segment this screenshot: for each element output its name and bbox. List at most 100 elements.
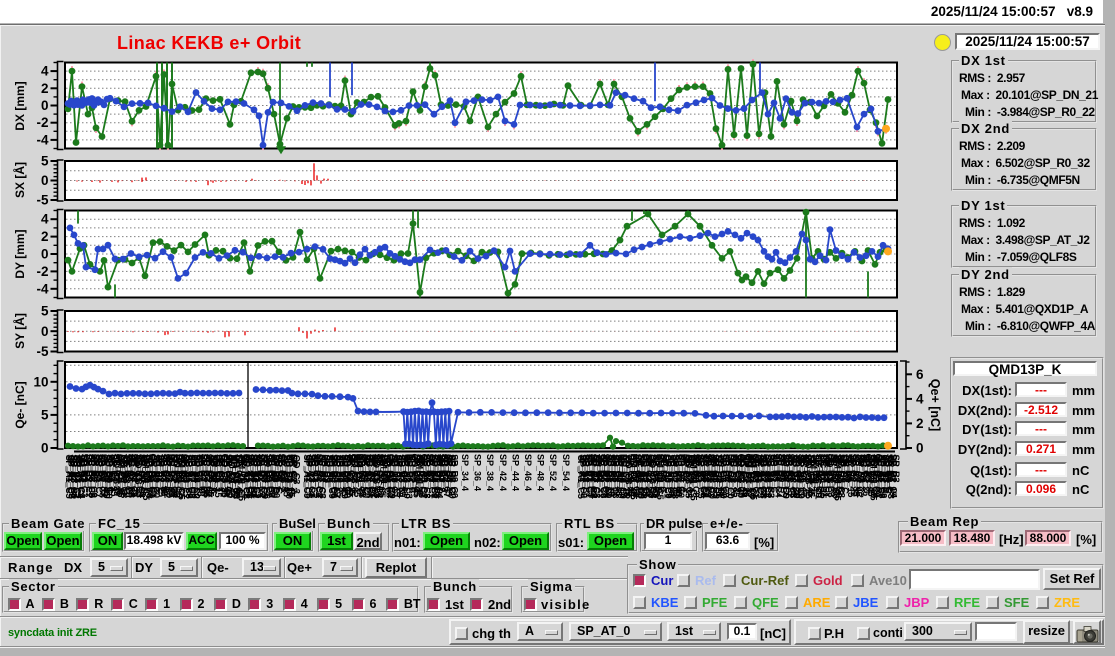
svg-text:SP_A1_C5: SP_A1_C5 [575, 455, 586, 500]
svg-text:SP_C4_45: SP_C4_45 [805, 455, 816, 498]
svg-text:SP_B4_C6: SP_B4_C6 [328, 455, 339, 499]
svg-text:SP_C1_15: SP_C1_15 [605, 454, 616, 497]
svg-text:SP_C2_25: SP_C2_25 [156, 455, 167, 498]
svg-text:SP_C2_25: SP_C2_25 [668, 455, 679, 498]
svg-text:SP_B2_C4: SP_B2_C4 [374, 454, 385, 499]
svg-text:SP_A4_C: SP_A4_C [676, 454, 687, 493]
svg-text:SP_C4_45: SP_C4_45 [853, 454, 864, 497]
svg-text:SP_A1_C: SP_A1_C [64, 454, 75, 493]
svg-text:SP_D2_C8: SP_D2_C8 [835, 454, 846, 498]
svg-text:SP_C3_35: SP_C3_35 [850, 454, 861, 497]
svg-text:SP_C2_: SP_C2_ [821, 455, 832, 489]
svg-text:SP_B3: SP_B3 [890, 455, 901, 483]
svg-text:SP_A2_C8: SP_A2_C8 [68, 454, 79, 498]
svg-text:SP_D2_C8: SP_D2_C8 [230, 455, 241, 499]
svg-text:QF_A3_C: QF_A3_C [121, 455, 132, 495]
svg-text:DC_C1_15: DC_C1_15 [212, 454, 223, 498]
svg-text:SP_A4_C2: SP_A4_C2 [369, 455, 380, 499]
svg-text:SP_C4_45: SP_C4_45 [101, 455, 112, 498]
svg-text:SP_B1_C3: SP_B1_C3 [765, 454, 776, 498]
svg-text:SP_B1_C3: SP_B1_C3 [79, 454, 90, 498]
svg-text:QF_A3_C1: QF_A3_C1 [419, 454, 430, 499]
svg-text:SP_B7_C9: SP_B7_C9 [338, 455, 349, 499]
svg-text:SP_A3_C1: SP_A3_C1 [640, 454, 651, 499]
svg-text:SP_C2_25: SP_C2_25 [848, 454, 859, 497]
svg-text:SP_B5_: SP_B5_ [381, 454, 392, 488]
svg-text:DC_C1_15: DC_C1_15 [126, 454, 137, 498]
svg-text:6: 6 [916, 367, 924, 382]
svg-text:SP_42_4: SP_42_4 [498, 454, 508, 491]
svg-text:SP_A3_: SP_A3_ [310, 454, 321, 488]
svg-text:SP_D2: SP_D2 [658, 454, 669, 482]
svg-text:SP_B7_C9: SP_B7_C9 [600, 454, 611, 498]
svg-text:SP_B5: SP_B5 [872, 454, 883, 483]
svg-text:SP_A4_C2: SP_A4_C2 [191, 455, 202, 499]
svg-text:SP_D2_C: SP_D2_C [382, 455, 393, 494]
svg-text:SP_B6_C8: SP_B6_C8 [384, 454, 395, 498]
svg-text:SP_B8_C0: SP_B8_C0 [603, 454, 614, 498]
svg-text:SP_B1_C3: SP_B1_C3 [252, 454, 263, 498]
svg-text:QF_A3_: QF_A3_ [181, 454, 192, 488]
svg-text:SP_C3_35: SP_C3_35 [201, 454, 212, 497]
svg-text:SP_B4: SP_B4 [593, 455, 604, 484]
svg-text:SP_44_4: SP_44_4 [510, 454, 520, 491]
svg-text:SP_C4_45: SP_C4_45 [625, 454, 636, 497]
svg-text:SP_B1_C: SP_B1_C [165, 454, 176, 493]
svg-text:SP_B1_C3: SP_B1_C3 [705, 454, 716, 498]
svg-text:SP_C2_25: SP_C2_25 [728, 455, 739, 498]
svg-text:DC_C1: DC_C1 [858, 454, 869, 484]
svg-text:DC_C1_15: DC_C1_15 [226, 455, 237, 499]
svg-text:SP_A2_: SP_A2_ [304, 455, 315, 489]
svg-text:SP_A4_: SP_A4_ [400, 454, 411, 488]
svg-text:SP_C4_45: SP_C4_45 [443, 454, 454, 497]
svg-text:SP_A3_C1: SP_A3_C1 [366, 454, 377, 499]
svg-text:SP_B7_C9: SP_B7_C9 [702, 454, 713, 498]
svg-text:SP_C3_35: SP_C3_35 [115, 455, 126, 498]
svg-text:SP_B8_C0: SP_B8_C0 [813, 454, 824, 498]
svg-text:SP_C4_45: SP_C4_45 [613, 454, 624, 497]
svg-text:SP_C1_: SP_C1_ [725, 454, 736, 488]
svg-text:SP_B7: SP_B7 [660, 455, 671, 483]
svg-text:SP_C2_25: SP_C2_25 [788, 455, 799, 498]
svg-text:SP_C4_45: SP_C4_45 [351, 455, 362, 498]
svg-text:SP_C2: SP_C2 [620, 455, 631, 483]
svg-text:SP_B6_C8: SP_B6_C8 [787, 454, 798, 498]
svg-text:4: 4 [41, 212, 49, 227]
svg-text:SP_B6_C: SP_B6_C [778, 454, 789, 493]
svg-text:SP_A2_C8: SP_A2_C8 [241, 455, 252, 499]
svg-text:5: 5 [41, 407, 49, 422]
svg-text:SP_B4: SP_B4 [319, 454, 330, 483]
svg-text:DC_C1_1: DC_C1_1 [678, 454, 689, 493]
svg-text:SP_C3_3: SP_C3_3 [336, 455, 347, 492]
svg-text:0: 0 [41, 247, 49, 262]
svg-text:SP_B1_C3: SP_B1_C3 [591, 454, 602, 498]
svg-text:BM_D1_: BM_D1_ [808, 455, 819, 491]
svg-text:SP_B6_C8: SP_B6_C8 [718, 454, 729, 498]
svg-text:SP_B3_C5: SP_B3_C5 [599, 454, 610, 499]
svg-text:SP_B6_: SP_B6_ [335, 455, 346, 489]
svg-text:SP_B5_: SP_B5_ [321, 455, 332, 489]
svg-text:SP_C4_45: SP_C4_45 [205, 454, 216, 497]
svg-text:DC_C1_1: DC_C1_1 [106, 454, 117, 493]
svg-text:SP_B1_C3: SP_B1_C3 [133, 454, 144, 498]
svg-text:SP_B8_C0: SP_B8_C0 [706, 455, 717, 499]
svg-text:-5: -5 [36, 344, 48, 359]
svg-text:SP_A2_C8: SP_A2_C8 [698, 454, 709, 498]
svg-text:SP_A4_C2: SP_A4_C2 [313, 454, 324, 498]
svg-text:-2: -2 [36, 264, 48, 279]
svg-text:SP_B8: SP_B8 [723, 454, 734, 482]
svg-text:DC_C1_15: DC_C1_15 [738, 454, 749, 498]
svg-text:SP_C4_45: SP_C4_45 [411, 454, 422, 497]
svg-text:QF_A3_: QF_A3_ [359, 454, 370, 488]
svg-text:SP_A4_C2: SP_A4_C2 [71, 455, 82, 499]
svg-text:SP_B1_C3: SP_B1_C3 [585, 454, 596, 498]
svg-text:SP_B6_C8: SP_B6_C8 [86, 454, 97, 498]
svg-text:SP_D2_: SP_D2_ [750, 454, 761, 488]
svg-text:SP_C3_35: SP_C3_35 [790, 455, 801, 498]
svg-text:SP_A4_C2: SP_A4_C2 [251, 455, 262, 499]
svg-text:SP_C3_35: SP_C3_35 [218, 455, 229, 498]
svg-text:SP_C4_4: SP_C4_4 [399, 454, 410, 492]
svg-text:-4: -4 [36, 281, 48, 296]
svg-text:SP_C1_15: SP_C1_15 [621, 455, 632, 498]
svg-text:SP_B4_C: SP_B4_C [602, 454, 613, 493]
